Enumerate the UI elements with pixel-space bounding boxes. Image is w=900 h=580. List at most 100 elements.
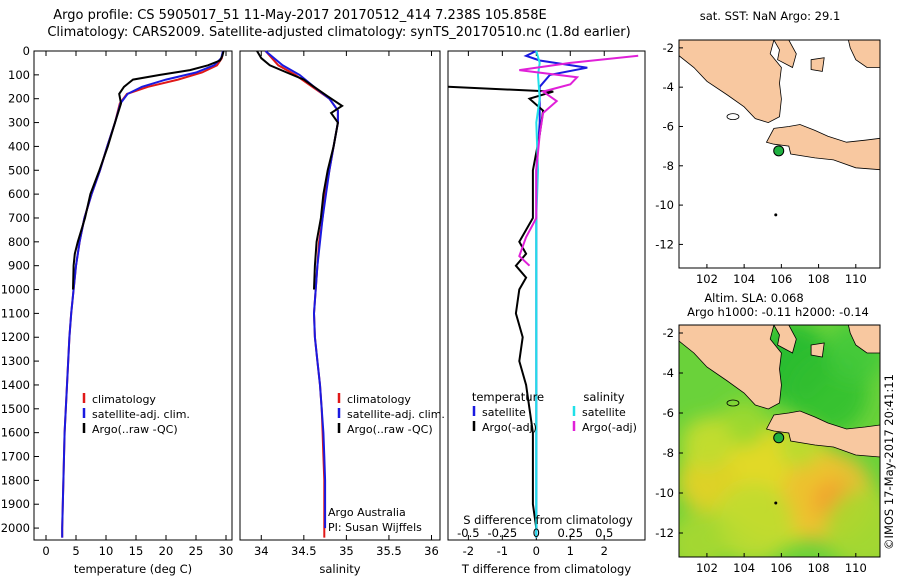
temperature-ytick-label: 300 bbox=[8, 116, 30, 130]
map_sla-xtick-label: 110 bbox=[845, 561, 867, 575]
temperature-ytick-label: 900 bbox=[8, 259, 30, 273]
salinity-series-argo-raw-qc- bbox=[256, 50, 344, 290]
temperature-ytick-label: 800 bbox=[8, 235, 30, 249]
difference-xtick-label: 0 bbox=[533, 544, 540, 558]
map_sla-xtick-label: 106 bbox=[770, 561, 792, 575]
map_sst-frame bbox=[678, 39, 881, 269]
map_sla-xtick-label: 104 bbox=[733, 561, 755, 575]
map_sla-ytick-label: -6 bbox=[663, 406, 674, 420]
pi-label: PI: Susan Wijffels bbox=[328, 521, 422, 534]
temperature-xlabel: temperature (deg C) bbox=[74, 562, 192, 576]
temperature-ytick-label: 1600 bbox=[1, 426, 30, 440]
difference-xtick-top-label: -0.5 bbox=[457, 526, 479, 540]
sla-map-panel: 102 104 106 108 110 -2 -4 -6 -8 -10 -12 bbox=[655, 324, 881, 575]
map_sst-land-belitung bbox=[810, 57, 825, 72]
temperature-xtick-label: 20 bbox=[159, 544, 174, 558]
temperature-ytick-label: 1400 bbox=[1, 378, 30, 392]
map_sst-ytick-label: -2 bbox=[663, 41, 674, 55]
map_sla-sla-blob bbox=[680, 417, 733, 469]
difference-xtick-label: 1 bbox=[567, 544, 574, 558]
temperature-ytick-label: 1500 bbox=[1, 402, 30, 416]
temperature-legend-label: climatology bbox=[92, 393, 156, 406]
argo-australia-label: Argo Australia bbox=[328, 506, 406, 519]
salinity-satellite-legend-label: satellite bbox=[582, 406, 626, 419]
temperature-xtick-label: 0 bbox=[42, 544, 49, 558]
sla-map-title-line1: Altim. SLA: 0.068 bbox=[704, 291, 803, 305]
map_sst-argo-marker bbox=[773, 145, 785, 157]
difference-panel: -2 -1 0 1 2 T difference from climatology -0.5… bbox=[447, 50, 646, 576]
sst-map-title: sat. SST: NaN Argo: 29.1 bbox=[700, 9, 841, 23]
difference-xtick-label: 2 bbox=[601, 544, 608, 558]
temperature-xtick-label: 5 bbox=[72, 544, 79, 558]
map_sla-land-belitung bbox=[810, 342, 825, 358]
temperature-ytick-label: 1300 bbox=[1, 354, 30, 368]
temperature-legend-label: Argo(..raw -QC) bbox=[92, 423, 178, 436]
temperature-series-satellite-adj-clim- bbox=[61, 50, 224, 538]
map_sst-xtick-label: 110 bbox=[845, 272, 867, 286]
imos-timestamp-label: ©IMOS 17-May-2017 20:41:11 bbox=[882, 374, 896, 550]
temperature-ytick-label: 1700 bbox=[1, 450, 30, 464]
temperature-ytick-label: 0 bbox=[23, 44, 30, 58]
temperature-xtick-label: 10 bbox=[99, 544, 114, 558]
salinity-xtick-label: 35 bbox=[339, 544, 354, 558]
map_sst-contour bbox=[726, 113, 740, 121]
temperature-legend-label: satellite-adj. clim. bbox=[92, 408, 190, 421]
salinity-legend-label: climatology bbox=[347, 393, 411, 406]
difference-legend-header-temperature: temperature bbox=[472, 390, 544, 404]
temperature-satellite-legend-label: satellite bbox=[482, 406, 526, 419]
temperature-ytick-label: 600 bbox=[8, 187, 30, 201]
map_sst-ytick-label: -8 bbox=[663, 159, 674, 173]
temperature-ytick-label: 1100 bbox=[1, 306, 30, 320]
difference-series-temperature-argo-adj- bbox=[447, 85, 554, 529]
temperature-ytick-label: 1200 bbox=[1, 330, 30, 344]
temperature-argo-legend-label: Argo(-adj) bbox=[482, 421, 537, 434]
map_sla-ytick-label: -4 bbox=[663, 366, 674, 380]
map_sla-land-bangka bbox=[773, 325, 797, 354]
map_sla-sla-field bbox=[679, 325, 880, 557]
temperature-panel: 0 5 10 15 20 25 300100200300400500600700800900… bbox=[1, 44, 234, 576]
map_sst-xtick-label: 108 bbox=[808, 272, 830, 286]
temperature-ytick-label: 500 bbox=[8, 163, 30, 177]
map_sst-christmas-island bbox=[774, 213, 778, 217]
map_sst-land-sumatra bbox=[679, 40, 782, 124]
salinity-panel: 34 34.5 35 35.5 36 salinity climatology satelli… bbox=[239, 50, 445, 576]
map_sst-content bbox=[679, 40, 880, 268]
map_sla-content bbox=[679, 325, 880, 557]
temperature-ytick-label: 2000 bbox=[1, 521, 30, 535]
map_sst-ytick-label: -4 bbox=[663, 80, 674, 94]
temperature-ytick-label: 400 bbox=[8, 139, 30, 153]
map_sla-sla-blob bbox=[720, 399, 769, 447]
figure-title-line2: Climatology: CARS2009. Satellite-adjuste… bbox=[47, 25, 630, 40]
salinity-xtick-label: 36 bbox=[424, 544, 439, 558]
sla-map-title-line2: Argo h1000: -0.11 h2000: -0.14 bbox=[687, 305, 869, 319]
map_sla-xtick-label: 102 bbox=[696, 561, 718, 575]
temperature-xtick-label: 25 bbox=[189, 544, 204, 558]
map_sla-land-java bbox=[765, 410, 880, 458]
map_sst-ytick-label: -10 bbox=[655, 198, 674, 212]
difference-xtick-top-label: 0 bbox=[533, 526, 540, 540]
temperature-ytick-label: 1000 bbox=[1, 283, 30, 297]
temperature-ytick-label: 1900 bbox=[1, 497, 30, 511]
figure-title-line1: Argo profile: CS 5905017_51 11-May-2017 … bbox=[53, 8, 546, 23]
difference-xlabel-top: S difference from climatology bbox=[463, 513, 633, 527]
salinity-argo-legend-label: Argo(-adj) bbox=[582, 421, 637, 434]
map_sst-ytick-label: -6 bbox=[663, 119, 674, 133]
map_sla-argo-marker bbox=[773, 432, 785, 444]
map_sla-frame bbox=[678, 324, 881, 558]
map_sla-ytick-label: -12 bbox=[655, 526, 674, 540]
map_sst-land-bangka bbox=[773, 40, 797, 69]
map_sla-sla-blob bbox=[713, 483, 794, 557]
difference-xtick-label: -1 bbox=[497, 544, 508, 558]
temperature-xtick-label: 15 bbox=[129, 544, 144, 558]
temperature-series-argo-raw-qc- bbox=[72, 50, 225, 290]
map_sla-xtick-label: 108 bbox=[808, 561, 830, 575]
salinity-xlabel: salinity bbox=[319, 562, 360, 576]
map_sla-contour bbox=[726, 399, 740, 407]
salinity-xtick-label: 34 bbox=[254, 544, 269, 558]
map_sla-sla-blob bbox=[679, 513, 728, 557]
map_sla-sla-blob bbox=[825, 489, 880, 557]
map_sla-land-sumatra bbox=[679, 325, 782, 410]
salinity-xtick-label: 35.5 bbox=[376, 544, 402, 558]
salinity-xtick-label: 34.5 bbox=[291, 544, 317, 558]
